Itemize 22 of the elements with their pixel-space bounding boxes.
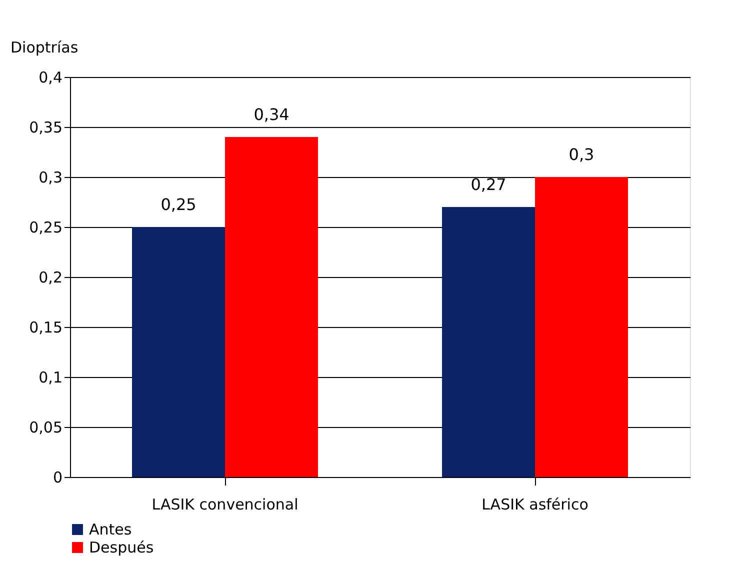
x-tick-label: LASIK convencional xyxy=(152,496,298,514)
data-label: 0,27 xyxy=(470,175,506,194)
data-label: 0,25 xyxy=(160,195,196,214)
y-tick-label: 0,15 xyxy=(29,318,62,336)
y-tick-label: 0,2 xyxy=(38,268,62,286)
y-tick-label: 0,3 xyxy=(38,168,62,186)
y-tick-label: 0,05 xyxy=(29,418,62,436)
data-label: 0,3 xyxy=(568,145,594,164)
y-axis-title: Dioptrías xyxy=(10,38,78,56)
data-label: 0,34 xyxy=(254,105,290,124)
bar xyxy=(442,207,535,477)
bar xyxy=(225,137,318,477)
y-tick-label: 0,25 xyxy=(29,218,62,236)
legend-label: Después xyxy=(89,538,154,556)
y-tick-label: 0 xyxy=(52,468,62,486)
bar xyxy=(535,177,628,477)
y-tick-label: 0,1 xyxy=(38,368,62,386)
y-tick-label: 0,35 xyxy=(29,118,62,136)
x-tick-label: LASIK asférico xyxy=(482,496,588,514)
bar xyxy=(132,227,225,477)
y-tick-label: 0,4 xyxy=(38,68,62,86)
legend-label: Antes xyxy=(89,520,132,538)
